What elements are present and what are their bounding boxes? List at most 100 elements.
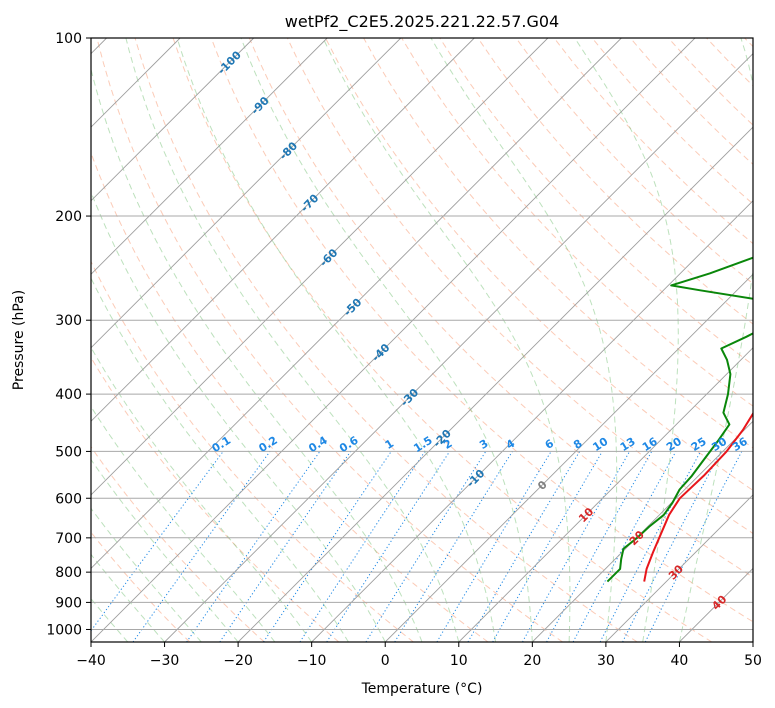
y-tick-label: 1000 (46, 622, 82, 638)
dry-adiabat-line (210, 38, 753, 623)
x-tick-label: 40 (671, 653, 689, 669)
x-tick-label: 10 (450, 653, 468, 669)
moist-adiabat-line (91, 190, 386, 642)
dewpoint-line (606, 256, 753, 583)
dry-adiabat-line (91, 260, 414, 642)
moist-adiabat-line (91, 507, 202, 642)
moist-adiabat-line (678, 38, 753, 642)
moist-adiabat-line (91, 405, 276, 642)
dry-adiabat-line (325, 38, 753, 491)
x-tick-label: −30 (150, 653, 180, 669)
mixing-ratio-label: 0.1 (210, 434, 233, 455)
isotherm-line (458, 347, 753, 642)
isotherm-line (311, 200, 753, 642)
mixing-ratio-line (599, 451, 702, 642)
isotherm-line (91, 38, 475, 422)
x-tick-label: −20 (223, 653, 253, 669)
isotherm-label: -30 (398, 386, 421, 409)
y-tick-label: 900 (55, 595, 82, 611)
dry-adiabat-line (553, 38, 753, 245)
y-tick-label: 300 (55, 313, 82, 329)
plot-frame (90, 37, 754, 643)
plot-area: 0.1 0.2 0.4 0.6 1 1.5 2 3 4 6 8 10 13 16 20 25 30 36-100-… (91, 38, 753, 642)
mixing-ratio-lines (91, 451, 743, 642)
mixing-ratio-line (622, 451, 722, 642)
x-axis-title: Temperature (°C) (361, 681, 483, 697)
y-axis-ticks: 100 200 300 400 500 600 700 800 900 1000 (46, 31, 91, 638)
moist-adiabat-line (430, 38, 618, 642)
x-tick-label: 30 (597, 653, 615, 669)
y-tick-label: 500 (55, 444, 82, 460)
isotherm-label: 40 (709, 593, 729, 613)
grid-lines (91, 38, 753, 642)
mixing-ratio-line (365, 451, 487, 642)
dry-adiabat-line (515, 38, 753, 285)
line-labels: 0.1 0.2 0.4 0.6 1 1.5 2 3 4 6 8 10 13 16 20 25 30 36-100-… (210, 48, 751, 612)
mixing-ratio-line (91, 451, 224, 632)
dry-adiabat-line (91, 445, 265, 642)
isotherm-line (384, 273, 753, 642)
isotherm-line (91, 38, 181, 128)
isotherm-line (164, 52, 753, 642)
mixing-ratio-label: 0.2 (256, 434, 279, 455)
mixing-ratio-line (263, 451, 392, 642)
isotherm-label: -100 (215, 48, 244, 77)
moist-adiabat-line (91, 67, 423, 642)
isotherm-label: 0 (535, 478, 550, 493)
isotherm-line (605, 494, 753, 642)
isotherm-label: -80 (277, 139, 300, 162)
dry-adiabats (91, 38, 753, 642)
x-tick-label: −10 (297, 653, 327, 669)
dry-adiabat-line (91, 356, 340, 642)
y-axis-title: Pressure (hPa) (11, 290, 27, 390)
moist-adiabat-line (574, 38, 679, 642)
mixing-ratio-line (326, 451, 451, 642)
dry-adiabat-line (96, 38, 563, 642)
isotherm-line (91, 38, 696, 642)
isotherm-line (91, 38, 328, 275)
y-tick-label: 400 (55, 387, 82, 403)
isotherm-label: -90 (249, 94, 272, 117)
isotherm-line (91, 38, 402, 349)
moist-adiabat-line (91, 553, 165, 642)
moist-adiabat-line (91, 277, 349, 642)
dry-adiabat-line (134, 38, 638, 642)
dry-adiabat-line (91, 531, 191, 642)
mixing-ratio-line (219, 451, 352, 642)
mixing-ratio-line (394, 451, 513, 642)
isotherm-label: -50 (341, 295, 364, 318)
dry-adiabat-line (172, 38, 713, 642)
moist-adiabat-line (176, 38, 497, 642)
y-tick-label: 200 (55, 209, 82, 225)
moist-adiabat-line (91, 346, 313, 642)
isotherm-label: -70 (298, 191, 321, 214)
y-tick-label: 700 (55, 531, 82, 547)
x-tick-label: −40 (76, 653, 106, 669)
isotherm-label: -40 (369, 341, 392, 364)
dry-adiabat-line (744, 38, 753, 48)
moist-adiabat-line (125, 38, 460, 642)
y-tick-label: 100 (55, 31, 82, 47)
mixing-ratio-label: 4 (504, 437, 518, 452)
x-tick-label: 20 (523, 653, 541, 669)
dry-adiabat-line (591, 38, 753, 205)
x-axis-ticks: −40 −30 −20 −10 0 10 20 30 40 50 (76, 642, 762, 669)
mixing-ratio-line (492, 451, 603, 642)
mixing-ratio-label: 1.5 (411, 434, 434, 455)
moist-adiabat-line (322, 38, 571, 642)
isotherm-line (237, 126, 753, 642)
dry-adiabat-line (91, 151, 489, 642)
moist-adiabat-line (240, 38, 533, 642)
dry-adiabat-line (668, 38, 753, 126)
chart-title: wetPf2_C2E5.2025.221.22.57.G04 (285, 12, 559, 32)
dry-adiabat-line (286, 38, 753, 535)
series-lines (606, 256, 753, 583)
isotherm-line (91, 38, 622, 570)
x-tick-label: 50 (744, 653, 762, 669)
temperature-line (643, 411, 753, 582)
moist-adiabat-line (91, 458, 239, 642)
isotherm-line (752, 641, 753, 642)
moist-adiabat-line (91, 598, 129, 642)
isotherm-line (91, 38, 255, 202)
